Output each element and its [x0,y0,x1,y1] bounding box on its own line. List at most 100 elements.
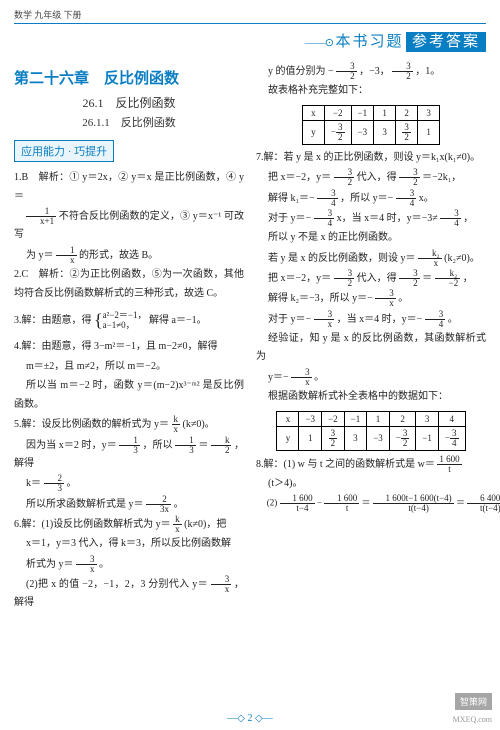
q7-b: 把 x＝−2，y＝ 32 代入，得 32 ＝−2k₁， [256,168,486,187]
text: a²−2＝−1， [103,310,147,320]
q6-a: 6.解：(1)设反比例函数解析式为 y＝ kx (k≠0)，把 [14,515,244,534]
q5-c: k＝ 23 。 [14,474,244,493]
text: a−1≠0， [103,320,135,330]
text: 代入，得 [357,273,400,284]
text: 。 [314,372,324,383]
q3-line: 3.解：由题意，得 {a²−2＝−1，a−1≠0， 解得 a＝−1。 [14,304,244,337]
text: ＝−2k₁， [422,172,461,183]
chapter-title: 第二十六章 反比例函数 [14,67,244,88]
banner-deco: ——⊙ [305,37,333,49]
q2-line: 2.C 解析：②为正比例函数，⑤为一次函数，其他均符合反比例函数解析式的三种形式… [14,266,244,303]
text: ， [463,273,473,284]
skill-box: 应用能力 · 巧提升 [14,140,114,162]
text: x。 [419,192,434,203]
text: 。 [398,293,408,304]
q4-a: 4.解：由题意，得 3−m²＝−1，且 m−2≠0，解得 [14,338,244,357]
text: ＝ [361,498,370,508]
watermark-url: MXEQ.com [453,715,492,724]
q7-l: 根据函数解析式补全表格中的数据如下： [256,388,486,407]
r2: 故表格补充完整如下： [256,82,486,101]
q8-b: (t＞4)。 [256,475,486,494]
q1-line3: 为 y＝ 1x 的形式，故选 B。 [14,246,244,265]
q6-b: x＝1，y＝3 代入，得 k＝3，所以反比例函数解 [14,535,244,554]
text: 。 [174,499,184,510]
q8-a: 8.解：(1) w 与 t 之间的函数解析式是 w＝ 1 600t [256,455,486,474]
watermark-icon: 智策网 [455,693,492,710]
text: 把 x＝−2，y＝ [268,273,331,284]
q7-g: 把 x＝−2，y＝ 32 代入，得 32 ＝ k₂−2 ， [256,269,486,288]
q5-d: 所以所求函数解析式是 y＝ 23x 。 [14,495,244,514]
text: 解得 k₁＝− [268,192,315,203]
text: k＝ [26,478,41,489]
text: ，所以 [142,439,175,450]
text: 。 [99,559,109,570]
page-number: 2 [248,713,253,724]
answer-banner: ——⊙ 本书习题 参考答案 [14,30,486,51]
page-footer: —◇ 2 ◇— [0,713,500,724]
r1: y 的值分别为 − 32 ，−3， 32 ，1。 [256,62,486,81]
q7-k: y＝− 3x 。 [256,368,486,387]
text: 解得 a＝−1。 [149,315,207,326]
text: ＝ [456,498,465,508]
text: 若 y 是 x 的反比例函数，则设 y＝ [268,252,416,263]
q4-b: m＝±2，且 m≠2，所以 m＝−2。 [14,358,244,377]
q5-b: 因为当 x＝2 时，y＝ 13 ，所以 13 ＝ k2 ，解得 [14,436,244,474]
section-title: 26.1 反比例函数 [14,94,244,111]
text: 。 [67,478,77,489]
text: 解得 k₂＝−3，所以 y＝− [268,293,373,304]
text: (k≠0)。 [183,419,215,430]
banner-text-1: 本书习题 [335,34,403,50]
text: 3.解：由题意，得 [14,315,92,326]
q7-e: 所以 y 不是 x 的正比例函数。 [256,229,486,248]
q5-a: 5.解：设反比例函数的解析式为 y＝ kx (k≠0)。 [14,415,244,434]
text: ，−3， [359,66,390,77]
left-column: 第二十六章 反比例函数 26.1 反比例函数 26.1.1 反比例函数 应用能力… [14,61,244,614]
text: 5.解：设反比例函数的解析式为 y＝ [14,419,169,430]
table-1: x−2−1123 y −32 −33 32 1 [302,105,440,145]
text: x，当 x＝4 时，y＝−3≠ [337,213,438,224]
text: ，当 x＝4 时，y＝− [337,313,423,324]
text: (k≠0)，把 [184,519,226,530]
q8-c: (2) 1 600t−4 − 1 600t ＝ 1 600t−1 600(t−4… [256,494,486,513]
text: − [317,498,322,508]
q4-c: 所以当 m＝−2 时，函数 y＝(m−2)x³⁻ᵐ² 是反比例函数。 [14,377,244,414]
right-column: y 的值分别为 − 32 ，−3， 32 ，1。 故表格补充完整如下： x−2−… [256,61,486,614]
text: ，所以 y＝− [340,192,393,203]
text: 因为当 x＝2 时，y＝ [26,439,117,450]
text: ＝ [422,273,432,284]
text: (2)把 x 的值 −2，−1，2，3 分别代入 y＝ [26,579,208,590]
q6-d: (2)把 x 的值 −2，−1，2，3 分别代入 y＝ 3x ，解得 [14,575,244,613]
text: 为 y＝ [26,250,54,261]
q7-f: 若 y 是 x 的反比例函数，则设 y＝ k₂x (k₂≠0)。 [256,249,486,268]
text: 8.解：(1) w 与 t 之间的函数解析式是 w＝ [256,458,435,469]
text: y＝− [268,372,289,383]
text: 的形式，故选 B。 [79,250,158,261]
table-2: x−3−2−11234 y1 32 3−3 −32 −1 −34 [276,411,465,451]
q1-line2: 1x+1 不符合反比例函数的定义，③ y＝x⁻¹ 可改写 [14,207,244,245]
q7-c: 解得 k₁＝− 34 ，所以 y＝− 34 x。 [256,189,486,208]
q7-i: 对于 y＝− 3x ，当 x＝4 时，y＝− 34 。 [256,310,486,329]
text: 代入，得 [357,172,400,183]
page-header: 数学 九年级 下册 [14,8,486,24]
q7-j: 经验证，知 y 是 x 的反比例函数，其函数解析式为 [256,330,486,367]
text: 所以所求函数解析式是 y＝ [26,499,144,510]
text: 把 x＝−2，y＝ [268,172,331,183]
text: 析式为 y＝ [26,559,74,570]
q1-line: 1.B 解析：① y＝2x，② y＝x 是正比例函数，④ y＝ [14,169,244,206]
q6-c: 析式为 y＝ 3x 。 [14,555,244,574]
banner-text-2: 参考答案 [406,32,486,52]
subsection-title: 26.1.1 反比例函数 [14,114,244,130]
text: 6.解：(1)设反比例函数解析式为 y＝ [14,519,171,530]
text: 。 [448,313,458,324]
text: 1.B 解析：① y＝2x，② y＝x 是正比例函数，④ y＝ [14,172,244,202]
text: y 的值分别为 − [268,66,334,77]
text: ＝ [198,439,208,450]
text: ，1。 [415,66,440,77]
text: 对于 y＝− [268,313,311,324]
text: (2) [267,498,280,508]
q7-h: 解得 k₂＝−3，所以 y＝− 3x 。 [256,289,486,308]
text: 对于 y＝− [268,213,311,224]
text: ， [463,213,473,224]
q7-d: 对于 y＝− 34 x，当 x＝4 时，y＝−3≠ 34 ， [256,209,486,228]
q7-a: 7.解：若 y 是 x 的正比例函数，则设 y＝k₁x(k₁≠0)。 [256,149,486,168]
